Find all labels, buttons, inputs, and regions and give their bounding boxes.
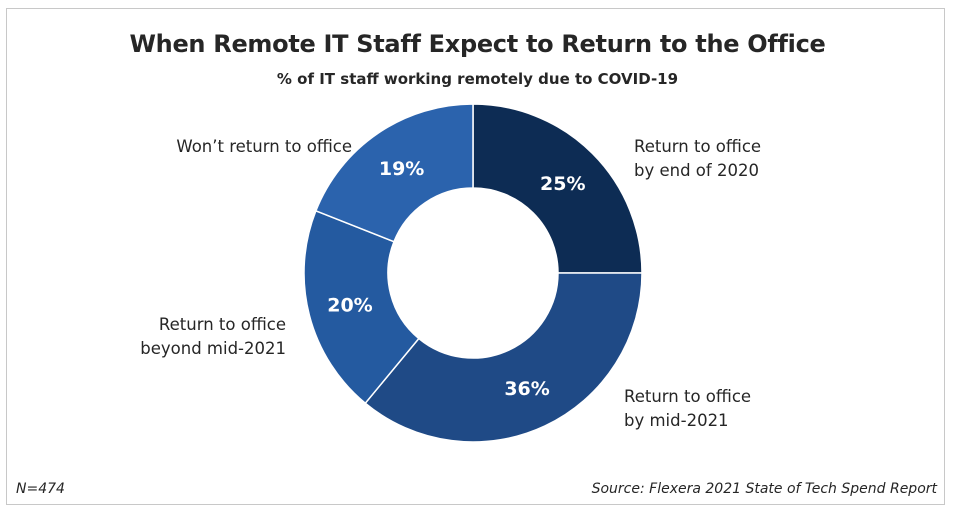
donut-slice-2 (364, 272, 643, 443)
donut-value-label-2: 36% (504, 378, 549, 400)
donut-category-label-2: Return to office by mid-2021 (624, 387, 751, 430)
donut-category-label-3: Return to office beyond mid-2021 (140, 315, 286, 358)
chart-title: When Remote IT Staff Expect to Return to… (129, 30, 826, 58)
donut-slice-4 (314, 103, 474, 243)
donut-category-labels: Return to office by end of 2020 Return to … (140, 137, 761, 430)
donut-value-labels: 25% 36% 20% 19% (327, 158, 585, 400)
donut-slices (303, 103, 643, 443)
donut-slice-1 (472, 103, 643, 274)
donut-value-label-1: 25% (540, 173, 585, 195)
donut-category-label-1: Return to office by end of 2020 (634, 137, 761, 180)
chart-subtitle: % of IT staff working remotely due to CO… (276, 70, 679, 88)
sample-size-note: N=474 (16, 481, 65, 497)
donut-category-label-4: Won’t return to office (176, 137, 352, 156)
donut-value-label-4: 19% (379, 158, 424, 180)
donut-value-label-3: 20% (327, 295, 372, 317)
source-note: Source: Flexera 2021 State of Tech Spend… (591, 481, 937, 497)
donut-slice-3 (303, 209, 420, 405)
